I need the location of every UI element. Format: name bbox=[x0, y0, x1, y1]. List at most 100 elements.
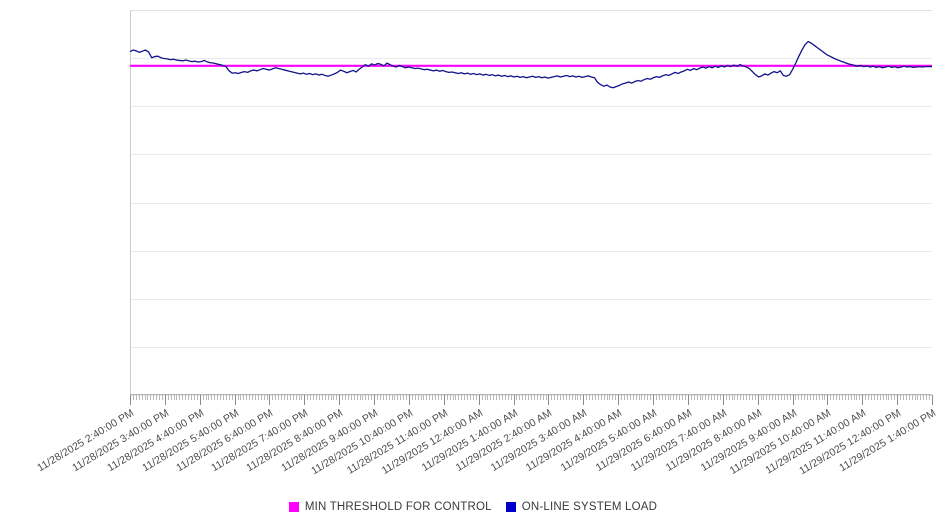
legend-label-on-line-system-load: ON-LINE SYSTEM LOAD bbox=[521, 501, 658, 513]
x-axis-major-tick bbox=[130, 395, 131, 405]
x-axis-minor-tick bbox=[429, 395, 431, 400]
x-axis-minor-tick bbox=[714, 395, 716, 400]
x-axis-major-tick bbox=[408, 395, 410, 405]
x-axis-minor-tick bbox=[789, 395, 791, 400]
x-axis-minor-tick bbox=[900, 395, 902, 400]
x-axis-minor-tick bbox=[693, 395, 695, 400]
x-axis-minor-tick bbox=[836, 395, 838, 400]
x-axis-major-tick bbox=[234, 395, 236, 405]
x-axis-minor-tick bbox=[475, 395, 477, 400]
x-axis-minor-tick bbox=[804, 395, 806, 400]
x-axis-minor-tick bbox=[920, 395, 922, 400]
x-axis-minor-tick bbox=[504, 395, 506, 400]
x-axis-minor-tick bbox=[281, 395, 283, 400]
x-axis-minor-tick bbox=[815, 395, 817, 400]
x-axis-minor-tick bbox=[217, 395, 219, 400]
grid-line bbox=[130, 58, 932, 60]
x-axis-minor-tick bbox=[225, 395, 227, 400]
x-axis-minor-tick bbox=[539, 395, 541, 400]
x-axis-minor-tick bbox=[406, 395, 408, 400]
x-axis-minor-tick bbox=[135, 395, 137, 400]
x-axis-minor-tick bbox=[807, 395, 809, 400]
x-axis-minor-tick bbox=[740, 395, 742, 400]
x-axis-minor-tick bbox=[650, 395, 652, 400]
x-axis-minor-tick bbox=[481, 395, 483, 400]
x-axis-minor-tick bbox=[414, 395, 416, 400]
x-axis-minor-tick bbox=[894, 395, 896, 400]
x-axis-minor-tick bbox=[208, 395, 210, 400]
grid-line bbox=[130, 106, 932, 108]
x-axis-minor-tick bbox=[623, 395, 625, 400]
x-axis-minor-tick bbox=[641, 395, 643, 400]
x-axis-minor-tick bbox=[440, 395, 442, 400]
legend-swatch-blue bbox=[505, 502, 516, 512]
x-axis-minor-tick bbox=[716, 395, 718, 400]
x-axis-minor-tick bbox=[737, 395, 739, 400]
x-axis-minor-tick bbox=[243, 395, 245, 400]
grid-line bbox=[130, 346, 932, 348]
x-axis-minor-tick bbox=[159, 395, 161, 400]
x-axis-minor-tick bbox=[882, 395, 884, 400]
x-axis-minor-tick bbox=[438, 395, 439, 400]
x-axis-minor-tick bbox=[435, 395, 437, 400]
x-axis-major-tick bbox=[304, 395, 306, 405]
x-axis-minor-tick bbox=[179, 395, 181, 400]
legend-item-min-threshold-for-control[interactable]: MIN THRESHOLD FOR CONTROL bbox=[288, 501, 492, 513]
x-axis-minor-tick bbox=[464, 395, 466, 400]
x-axis-minor-tick bbox=[246, 395, 248, 400]
x-axis-major-tick bbox=[513, 395, 515, 405]
x-axis-minor-tick bbox=[507, 395, 509, 400]
x-axis-minor-tick bbox=[356, 395, 358, 400]
x-axis-minor-tick bbox=[240, 395, 242, 400]
x-axis-minor-tick bbox=[307, 395, 309, 400]
x-axis-minor-tick bbox=[411, 395, 413, 400]
x-axis-minor-tick bbox=[347, 395, 349, 400]
x-axis-minor-tick bbox=[696, 395, 698, 400]
x-axis-minor-tick bbox=[600, 395, 602, 400]
x-axis-minor-tick bbox=[830, 395, 832, 400]
x-axis-minor-tick bbox=[533, 395, 535, 400]
x-axis-minor-tick bbox=[254, 395, 256, 400]
x-axis-minor-tick bbox=[562, 395, 564, 400]
x-axis-minor-tick bbox=[926, 395, 928, 400]
x-axis-minor-tick bbox=[272, 395, 274, 400]
x-axis-minor-tick bbox=[417, 395, 419, 400]
x-axis-minor-tick bbox=[176, 395, 178, 400]
x-axis-minor-tick bbox=[914, 395, 916, 400]
x-axis-minor-tick bbox=[519, 395, 521, 400]
x-axis-major-tick bbox=[164, 395, 166, 405]
x-axis-minor-tick bbox=[635, 395, 637, 400]
x-axis-minor-tick bbox=[260, 395, 262, 400]
x-axis-minor-tick bbox=[577, 395, 579, 400]
x-axis-major-tick bbox=[722, 395, 724, 405]
x-axis-minor-tick bbox=[141, 395, 143, 400]
x-axis-minor-tick bbox=[685, 395, 686, 400]
x-axis-minor-tick bbox=[841, 395, 843, 400]
x-axis-minor-tick bbox=[147, 395, 149, 400]
x-axis-minor-tick bbox=[658, 395, 660, 400]
legend-item-on-line-system-load[interactable]: ON-LINE SYSTEM LOAD bbox=[505, 501, 658, 513]
x-axis-minor-tick bbox=[644, 395, 646, 400]
x-axis-minor-tick bbox=[301, 395, 303, 400]
x-axis-minor-tick bbox=[493, 395, 495, 400]
x-axis-minor-tick bbox=[615, 395, 617, 400]
x-axis-minor-tick bbox=[196, 395, 198, 400]
x-axis-minor-tick bbox=[719, 395, 721, 400]
x-axis-minor-tick bbox=[597, 395, 599, 400]
x-axis-minor-tick bbox=[568, 395, 570, 400]
x-axis-minor-tick bbox=[461, 395, 463, 400]
x-axis-minor-tick bbox=[699, 395, 701, 400]
x-axis-minor-tick bbox=[426, 395, 428, 400]
x-axis-minor-tick bbox=[432, 395, 434, 400]
x-axis-minor-tick bbox=[188, 395, 190, 400]
legend-label-min-threshold-for-control: MIN THRESHOLD FOR CONTROL bbox=[304, 501, 492, 513]
x-axis-minor-tick bbox=[853, 395, 855, 400]
x-axis-minor-tick bbox=[222, 395, 224, 400]
x-axis-minor-tick bbox=[876, 395, 878, 400]
x-axis-minor-tick bbox=[228, 395, 230, 400]
x-axis-minor-tick bbox=[496, 395, 498, 400]
x-axis-minor-tick bbox=[333, 395, 335, 400]
x-axis-minor-tick bbox=[315, 395, 317, 400]
x-axis-major-tick bbox=[374, 395, 376, 405]
x-axis-minor-tick bbox=[345, 395, 347, 400]
